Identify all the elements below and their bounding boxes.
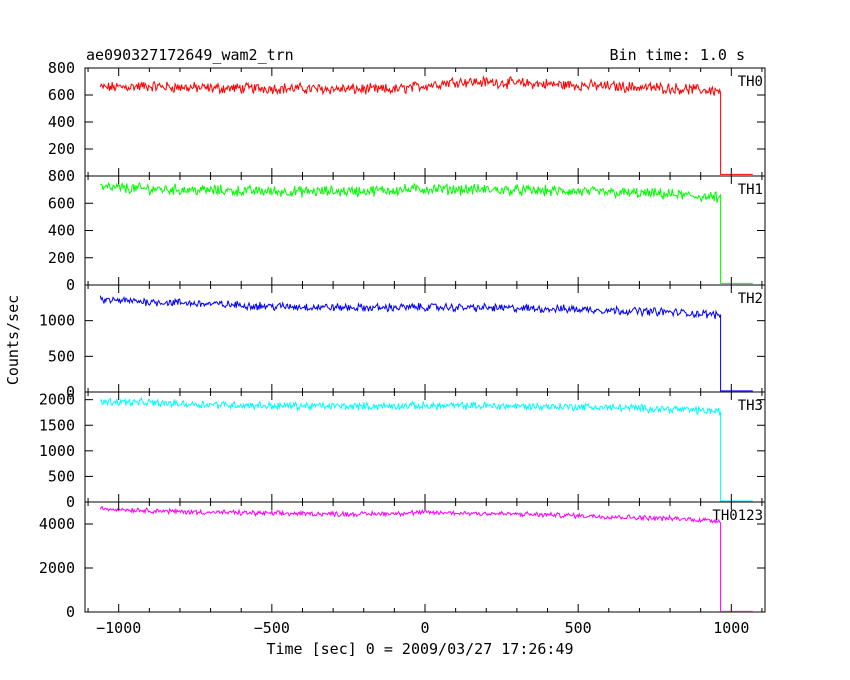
- y-tick-label: 200: [48, 249, 75, 267]
- y-tick-label: 4000: [39, 515, 75, 533]
- chart-title: ae090327172649_wam2_trn: [86, 46, 294, 64]
- series-line-th0123: [99, 505, 753, 612]
- y-tick-label: 600: [48, 86, 75, 104]
- panel-th0123: 0 2000 4000 TH0123: [39, 501, 766, 621]
- panel-label: TH1: [738, 182, 763, 198]
- y-axis-label: Counts/sec: [4, 295, 22, 385]
- x-tick-label: 1000: [713, 619, 749, 637]
- panel-label: TH2: [738, 291, 763, 307]
- x-tick-label: −500: [254, 619, 290, 637]
- y-tick-label: 0: [66, 383, 75, 401]
- x-tick-label: 0: [420, 619, 429, 637]
- panel-th3: 0 500 1000 1500 2000 TH3: [39, 391, 766, 511]
- x-tick-label: −1000: [96, 619, 141, 637]
- chart-subtitle: Bin time: 1.0 s: [610, 46, 745, 64]
- series-line-th3: [99, 396, 753, 502]
- y-tick-label: 200: [48, 140, 75, 158]
- panel-th1: 0 200 400 600 800 TH1: [48, 167, 766, 294]
- y-tick-label: 600: [48, 194, 75, 212]
- series-line-th2: [99, 295, 753, 392]
- panel-th0: 200 400 600 800 TH0: [48, 59, 766, 177]
- y-tick-label: 0: [66, 276, 75, 294]
- x-tick-label: 500: [565, 619, 592, 637]
- panel-label: TH3: [738, 398, 763, 414]
- panel-frame: [84, 67, 766, 177]
- y-tick-label: 500: [48, 467, 75, 485]
- y-tick-label: 2000: [39, 559, 75, 577]
- y-tick-label: 800: [48, 167, 75, 185]
- y-tick-label: 0: [66, 493, 75, 511]
- series-line-th1: [100, 181, 753, 284]
- panel-frame: [84, 284, 766, 393]
- y-tick-label: 500: [48, 347, 75, 365]
- y-tick-label: 0: [66, 603, 75, 621]
- y-tick-label: 400: [48, 113, 75, 131]
- panel-label: TH0123: [712, 508, 763, 524]
- y-tick-label: 1500: [39, 416, 75, 434]
- x-axis-label: Time [sec] 0 = 2009/03/27 17:26:49: [266, 640, 573, 658]
- panels-group: 200 400 600 800 TH0 0 200 400 600 800 TH1 0 500 1000 T…: [39, 59, 766, 637]
- series-line-th0: [99, 75, 753, 175]
- y-tick-label: 1000: [39, 442, 75, 460]
- panel-label: TH0: [738, 74, 763, 90]
- y-tick-label: 800: [48, 59, 75, 77]
- y-tick-label: 1000: [39, 312, 75, 330]
- panel-th2: 0 500 1000 TH2: [39, 284, 766, 401]
- y-tick-label: 400: [48, 222, 75, 240]
- y-tick-label: 2000: [39, 391, 75, 409]
